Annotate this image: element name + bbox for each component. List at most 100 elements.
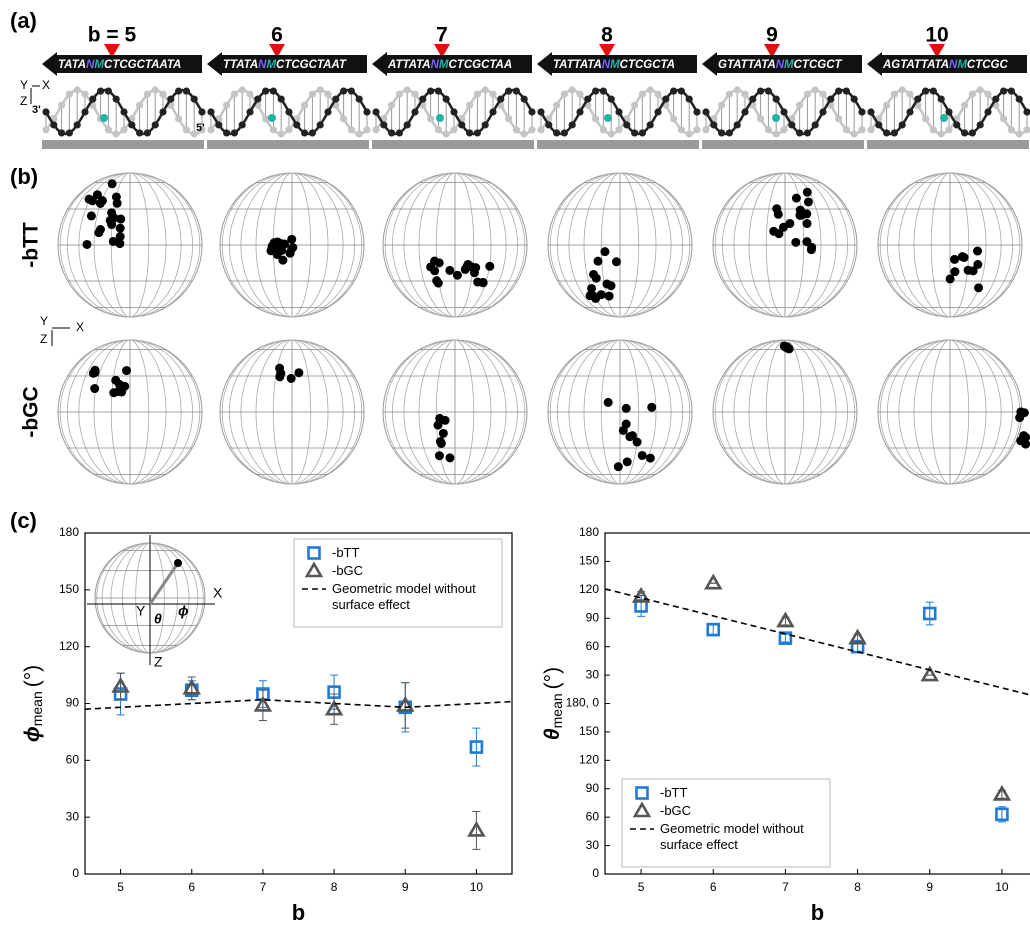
dna-bead [560,90,569,98]
orientation-dot [286,373,296,383]
dye [940,114,948,122]
sequence: TTATANMCTCGCTAAT [223,59,347,71]
dna-bead [811,86,819,94]
dna-bead [277,130,285,138]
y-tick-label: 60 [66,753,80,767]
dna-bead [120,126,128,134]
orientation-dot [107,208,117,218]
dna-bead [223,101,231,109]
marker [920,665,940,682]
sphere-plot [712,339,858,485]
orientation-dot [795,210,805,220]
sequence-part: M [266,59,276,71]
dna-bead [293,121,301,129]
dna-bead [883,129,891,137]
dna-bead [363,108,371,116]
b-label: 6 [271,24,283,47]
dna-bead [631,101,639,109]
dna-bead [262,87,270,95]
orientation-dot [294,368,304,378]
dna-bead [159,90,167,98]
dye [772,114,780,122]
marker [635,786,649,800]
dna-bead [945,108,953,116]
dna-bead [646,86,654,94]
b-label: 10 [925,24,948,47]
dna-bead [512,87,521,95]
dna-bead [906,90,914,98]
x-tick-label: 9 [926,880,933,894]
legend-box [621,778,831,868]
orientation-dot [632,437,642,447]
x-tick-label: 7 [260,880,267,894]
orientation-dot [90,384,100,394]
x-tick-label: 6 [188,880,195,894]
axis-label: X [76,320,84,334]
surface [537,140,699,149]
dna-bead [984,108,992,116]
dna-bead [953,121,961,129]
sequence: ATTATANMCTCGCTAA [387,59,512,71]
orientation-dot [957,252,967,262]
marker [395,695,415,712]
dna-bead [850,95,858,103]
dna-bead [528,108,536,116]
orientation-dot [779,341,789,351]
dna-bead [262,115,270,123]
orientation-dot [1019,408,1029,418]
y-tick-label: 0 [72,866,79,880]
dna-bead [1015,95,1023,103]
orientation-dot [791,193,801,203]
b-label: 9 [766,24,778,47]
dna-bead [73,86,81,94]
dna-bead [143,129,151,137]
dna-bead [961,101,969,109]
x-tick-label: 8 [331,880,338,894]
orientation-dot [806,245,816,255]
dna-bead [685,130,693,138]
strand-end: 5' [196,122,205,134]
dna-bead [772,130,780,138]
sphere-plot [877,339,1030,485]
dna-bead [285,126,293,134]
y-tick-label: 60 [586,639,600,653]
dna-bead [97,87,105,95]
dna-bead [512,126,521,134]
dna-bead [968,90,977,98]
dna-bead [718,129,726,137]
y-axis-subscript: mean [29,691,45,726]
dna-bead [725,90,734,98]
dna-bead [254,95,262,103]
y-tick-label: 150 [579,724,599,738]
surface [372,140,534,149]
dna-bead [481,86,489,94]
orientation-dot [613,462,623,472]
marker [776,611,795,628]
dna-bead [301,101,309,109]
dna-bead [151,121,159,129]
sphere-plot [547,172,693,318]
dna-bead [906,108,914,116]
y-tick-label: 90 [586,610,600,624]
dna-bead [710,121,718,129]
strand-arrow [42,52,202,76]
sequence-part: CTCGC [967,59,1009,71]
dna-bead [355,95,363,103]
dna-bead [198,108,206,116]
orientation-dot [90,365,100,375]
y-tick-label: 120 [59,639,79,653]
dna-bead [238,121,246,129]
x-tick-label: 6 [710,880,717,894]
orientation-dot [114,379,124,389]
orientation-dot [618,425,628,435]
orientation-dot [434,451,444,461]
dna-bead [914,95,922,103]
inset-tip [174,559,182,567]
orientation-dot [278,255,288,265]
marker [324,699,344,716]
dna-bead [520,95,528,103]
dna-bead [308,90,316,98]
dna-bead [984,90,992,98]
dna-bead [584,95,592,103]
sequence-part: N [431,59,440,71]
